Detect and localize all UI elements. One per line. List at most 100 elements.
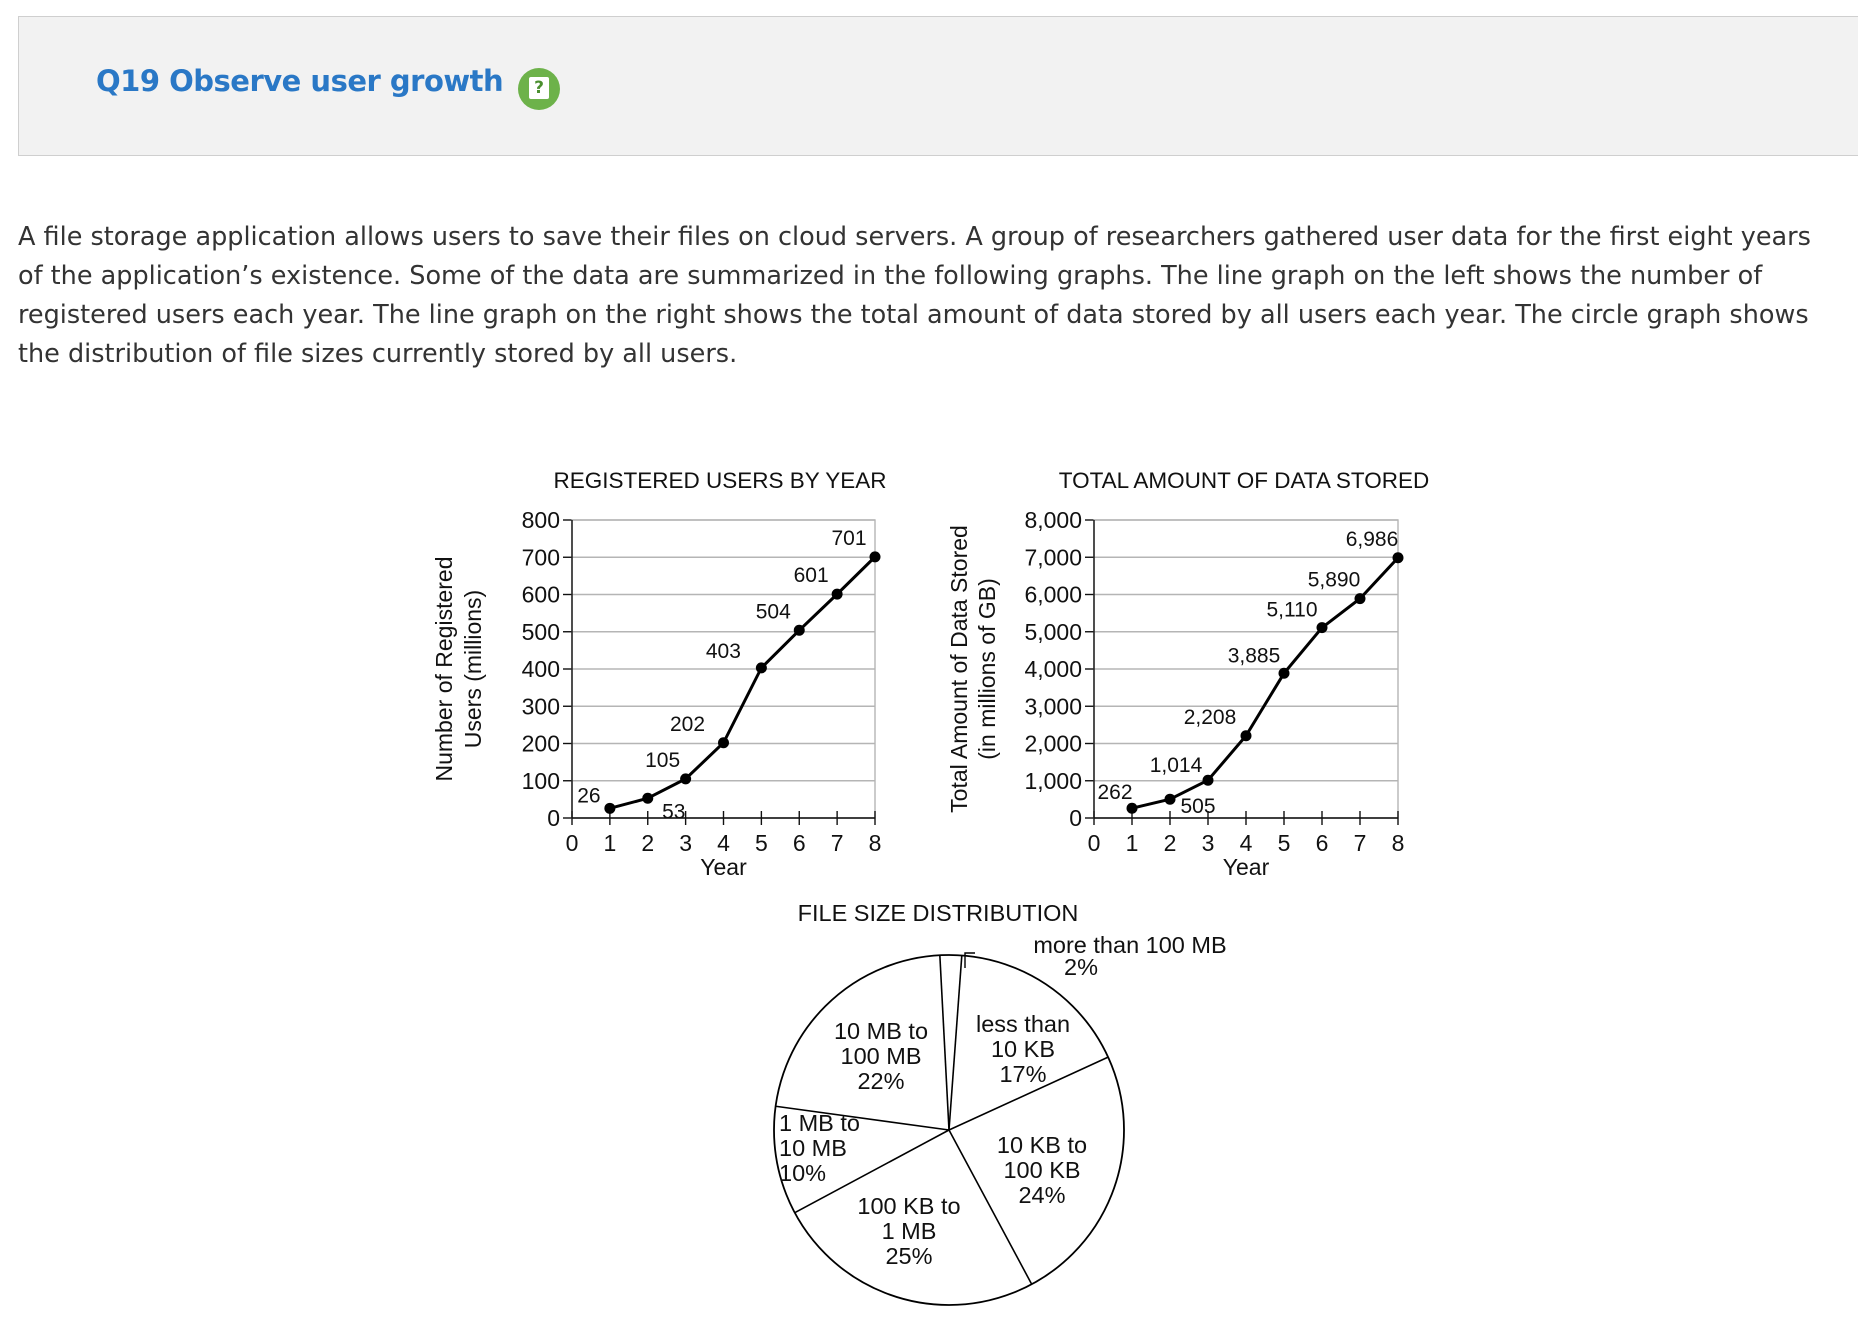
x-tick-label: 6 (1316, 830, 1329, 856)
slice-label: less than (976, 1011, 1070, 1037)
question-title[interactable]: Q19 Observe user growth (96, 64, 504, 98)
slice-label: 100 KB (1003, 1157, 1080, 1183)
x-tick-label: 5 (755, 830, 768, 856)
slice-boundary (775, 1105, 950, 1131)
data-label: 26 (577, 784, 600, 807)
slice-boundary (948, 1129, 1033, 1285)
x-tick-label: 4 (1240, 830, 1253, 856)
x-tick-label: 0 (566, 830, 579, 856)
slice-label: 17% (999, 1061, 1046, 1087)
data-point (718, 737, 729, 749)
slice-label: 10 MB (779, 1135, 847, 1161)
x-tick-label: 6 (793, 830, 806, 856)
y-tick-label: 300 (522, 693, 560, 719)
y-axis-label: Number of Registered (431, 557, 457, 782)
question-mark-icon[interactable]: ? (518, 68, 560, 110)
slice-label: 1 MB (882, 1218, 937, 1244)
slice-leader-line (964, 952, 975, 968)
slice-label: 100 MB (841, 1043, 922, 1069)
y-tick-label: 600 (522, 582, 560, 608)
y-tick-label: 5,000 (1024, 619, 1082, 645)
data-label: 105 (645, 749, 680, 772)
data-label: 2,208 (1184, 706, 1237, 729)
x-tick-label: 1 (1126, 830, 1139, 856)
data-point (1164, 793, 1176, 805)
question-intro-text: A file storage application allows users … (18, 222, 1811, 369)
x-tick-label: 5 (1278, 830, 1291, 856)
x-tick-label: 3 (1202, 830, 1215, 856)
x-axis-label: Year (700, 854, 747, 880)
slice-label: more than 100 MB (1033, 932, 1226, 958)
data-label: 6,986 (1346, 528, 1399, 551)
x-tick-label: 7 (831, 830, 844, 856)
y-axis-label: Total Amount of Data Stored (946, 525, 972, 813)
slice-label: 1 MB to (779, 1110, 860, 1136)
data-label: 5,110 (1267, 599, 1318, 622)
x-tick-label: 1 (603, 830, 616, 856)
data-point (1354, 593, 1366, 605)
data-point (1392, 552, 1404, 564)
y-axis-label: Users (millions) (460, 590, 486, 748)
y-tick-label: 1,000 (1024, 768, 1082, 794)
slice-boundary (939, 955, 950, 1131)
y-tick-label: 7,000 (1024, 544, 1082, 570)
x-axis-label: Year (1223, 854, 1270, 880)
data-point (1316, 622, 1328, 634)
slice-boundary (948, 1056, 1109, 1131)
y-tick-label: 8,000 (1024, 507, 1082, 533)
slice-label: 10 KB to (997, 1132, 1087, 1158)
slice-label: 22% (857, 1068, 904, 1094)
help-glyph: ? (529, 77, 549, 99)
data-label: 403 (706, 640, 741, 663)
data-label: 701 (831, 527, 866, 550)
data-point (604, 802, 616, 814)
data-point (869, 551, 881, 563)
x-tick-label: 3 (679, 830, 692, 856)
y-tick-label: 3,000 (1024, 693, 1082, 719)
question-header-bar (18, 16, 1858, 156)
file-size-pie-chart: FILE SIZE DISTRIBUTION more than 100 MB2%… (773, 900, 1227, 1306)
registered-users-chart: REGISTERED USERS BY YEAR Number of Regist… (431, 468, 887, 880)
y-tick-label: 0 (1069, 805, 1082, 831)
slice-label: 2% (1064, 954, 1098, 980)
x-tick-label: 4 (717, 830, 730, 856)
x-tick-label: 0 (1088, 830, 1101, 856)
data-point (680, 773, 692, 785)
x-tick-label: 7 (1354, 830, 1367, 856)
data-stored-chart: TOTAL AMOUNT OF DATA STORED Total Amount … (946, 468, 1429, 880)
chart-title: TOTAL AMOUNT OF DATA STORED (1059, 468, 1429, 493)
slice-label: 10 MB to (834, 1018, 928, 1044)
series-line (609, 555, 877, 810)
y-axis-label: (in millions of GB) (974, 578, 1000, 759)
data-label: 202 (670, 713, 705, 736)
x-tick-label: 2 (1164, 830, 1177, 856)
x-tick-label: 8 (1392, 830, 1405, 856)
slice-label: 100 KB to (857, 1193, 960, 1219)
slice-label: 25% (885, 1243, 932, 1269)
data-point (1126, 802, 1138, 814)
data-label: 1,014 (1150, 754, 1203, 777)
data-point (1278, 667, 1290, 679)
data-label: 505 (1180, 795, 1215, 818)
data-label: 3,885 (1228, 644, 1281, 667)
series-line (1131, 556, 1400, 810)
data-label: 53 (662, 800, 685, 823)
y-tick-label: 0 (547, 805, 560, 831)
data-point (831, 588, 843, 600)
data-point (793, 624, 805, 636)
data-point (755, 662, 767, 674)
y-tick-label: 200 (522, 731, 560, 757)
y-tick-label: 500 (522, 619, 560, 645)
slice-label: 10 KB (991, 1036, 1055, 1062)
chart-title: REGISTERED USERS BY YEAR (553, 468, 886, 493)
y-tick-label: 6,000 (1024, 582, 1082, 608)
slice-label: 24% (1018, 1182, 1065, 1208)
data-point (1202, 774, 1214, 786)
slice-boundary (794, 1129, 950, 1214)
y-tick-label: 400 (522, 656, 560, 682)
x-tick-label: 8 (869, 830, 882, 856)
chart-title: FILE SIZE DISTRIBUTION (798, 900, 1079, 926)
x-tick-label: 2 (641, 830, 654, 856)
y-tick-label: 700 (522, 544, 560, 570)
